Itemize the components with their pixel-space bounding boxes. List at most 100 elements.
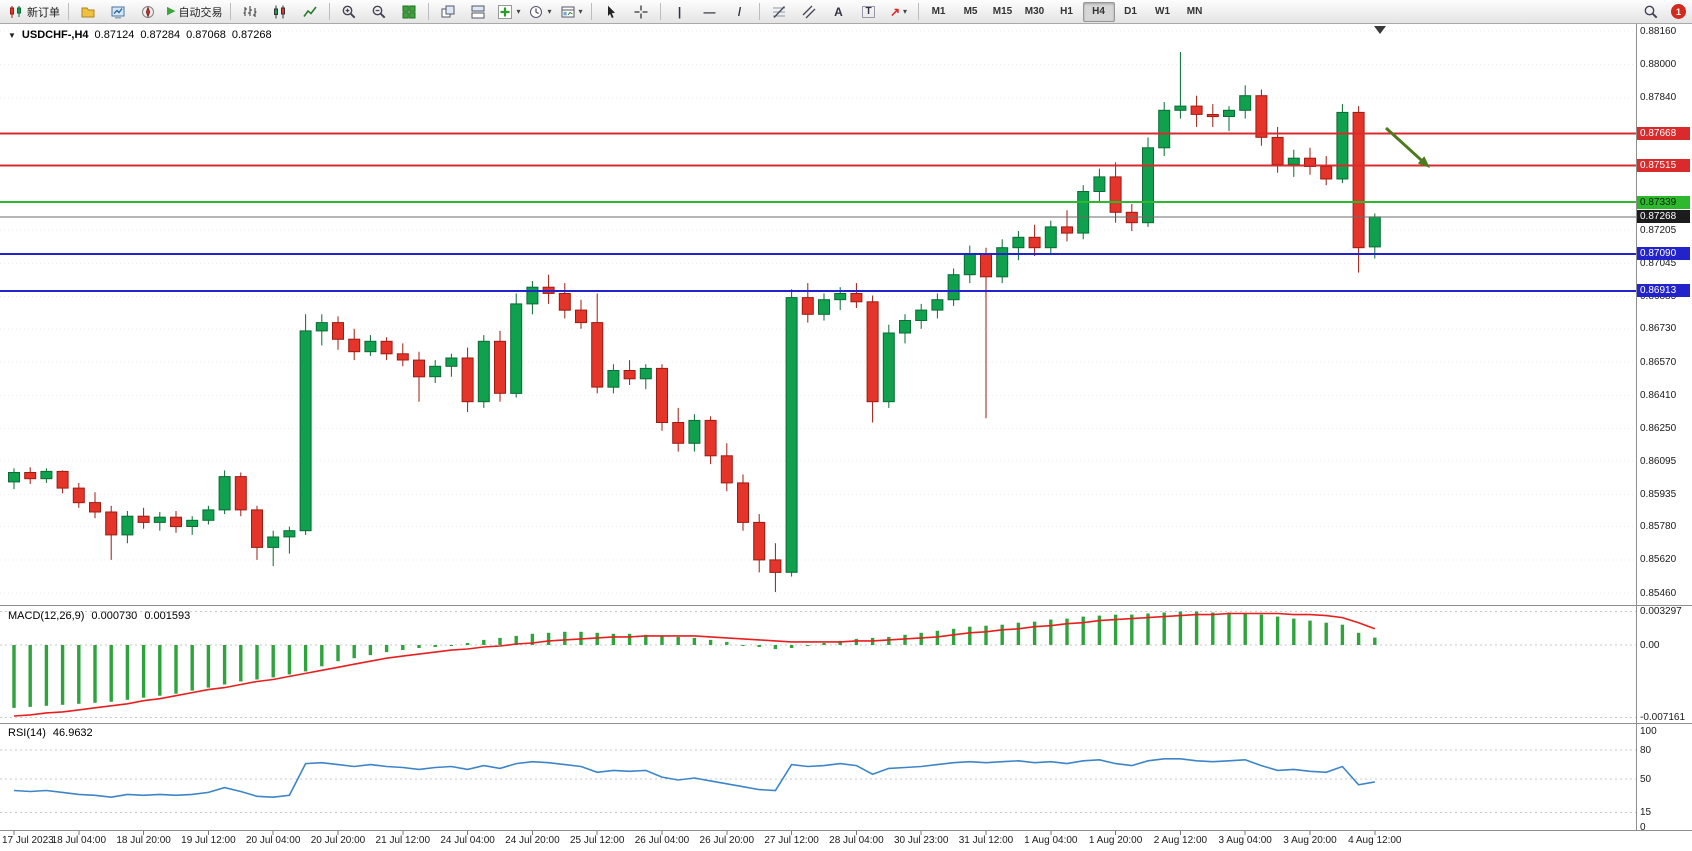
rsi-value: 46.9632 <box>52 727 93 739</box>
price-line-badge[interactable]: 0.87268 <box>1637 210 1690 224</box>
macd-signal-value: 0.001593 <box>144 610 191 622</box>
arrows-icon: ↗ <box>889 4 901 19</box>
line-chart-button[interactable] <box>295 1 325 23</box>
price-axis-label: 0.86095 <box>1640 455 1677 467</box>
toolbar: 新订单 ▶ 自动交易 <box>0 0 1692 24</box>
sell-arrow-annotation[interactable] <box>1384 126 1430 168</box>
time-axis-label: 28 Jul 04:00 <box>829 835 884 846</box>
time-axis-label: 18 Jul 04:00 <box>51 835 107 846</box>
timeframe-d1[interactable]: D1 <box>1124 6 1137 17</box>
search-button[interactable] <box>1636 1 1666 23</box>
toolbar-right-group: 1 <box>1636 1 1688 23</box>
indicators-button[interactable]: ▾ <box>493 1 524 23</box>
toolbar-separator <box>329 3 331 20</box>
crosshair-tool-button[interactable] <box>626 1 656 23</box>
templates-button[interactable]: ▾ <box>556 1 587 23</box>
fibonacci-icon <box>772 5 785 18</box>
periods-button[interactable]: ▾ <box>524 1 555 23</box>
price-axis-label: 0.86570 <box>1640 356 1677 368</box>
new-order-label: 新订单 <box>27 6 60 19</box>
time-axis-label: 17 Jul 2023 <box>2 835 54 846</box>
timeframe-mn[interactable]: MN <box>1186 6 1203 17</box>
profiles-button[interactable] <box>73 1 103 23</box>
candlestick-series <box>8 52 1381 593</box>
time-axis-label: 26 Jul 04:00 <box>634 835 690 846</box>
rsi-axis-label: 15 <box>1640 807 1652 819</box>
text-tool-button[interactable]: A <box>824 1 854 23</box>
price-axis-label: 0.87205 <box>1640 224 1677 236</box>
templates-icon <box>561 6 574 17</box>
time-axis-label: 3 Aug 20:00 <box>1283 835 1337 846</box>
text-label-tool-button[interactable]: T <box>854 1 884 23</box>
toolbar-separator <box>758 3 760 20</box>
price-axis-label: 0.87045 <box>1640 257 1677 269</box>
trendline-icon: / <box>737 4 742 19</box>
channel-tool-button[interactable] <box>794 1 824 23</box>
time-axis-label: 24 Jul 20:00 <box>505 835 560 846</box>
bar-chart-button[interactable] <box>235 1 265 23</box>
tile-windows-button[interactable] <box>394 1 424 23</box>
arrows-tool-button[interactable]: ↗ ▾ <box>884 1 914 23</box>
close-value: 0.87268 <box>231 29 272 41</box>
zoom-in-button[interactable] <box>334 1 364 23</box>
market-watch-button[interactable] <box>103 1 133 23</box>
price-line-badge[interactable]: 0.87339 <box>1637 195 1690 209</box>
price-line-badge[interactable]: 0.86913 <box>1637 284 1690 298</box>
cursor-tool-button[interactable] <box>596 1 626 23</box>
tile-windows-icon <box>402 5 416 18</box>
autotrading-button[interactable]: ▶ 自动交易 <box>163 1 226 23</box>
time-axis-label: 30 Jul 23:00 <box>893 835 949 846</box>
timeframe-m1[interactable]: M1 <box>931 6 946 17</box>
timeframe-m30[interactable]: M30 <box>1024 6 1045 17</box>
timeframe-m5[interactable]: M5 <box>963 6 978 17</box>
time-axis-label: 26 Jul 20:00 <box>699 835 755 846</box>
vertical-line-tool-button[interactable]: | <box>665 1 695 23</box>
navigator-icon <box>142 5 154 18</box>
price-line-badge[interactable]: 0.87668 <box>1637 127 1690 141</box>
chevron-down-icon: ▾ <box>903 6 908 16</box>
chart-shift-marker[interactable] <box>1374 26 1386 34</box>
timeframe-h1[interactable]: H1 <box>1060 6 1073 17</box>
time-axis-label: 27 Jul 12:00 <box>764 835 819 846</box>
price-axis-label: 0.85460 <box>1640 587 1677 599</box>
timeframe-w1[interactable]: W1 <box>1155 6 1171 17</box>
notification-badge[interactable]: 1 <box>1671 4 1686 19</box>
zoom-out-button[interactable] <box>364 1 394 23</box>
navigator-button[interactable] <box>133 1 163 23</box>
rsi-line <box>13 757 1375 799</box>
macd-pane-label: MACD(12,26,9) 0.000730 0.001593 <box>8 610 190 622</box>
cascade-windows-button[interactable] <box>433 1 463 23</box>
fibonacci-tool-button[interactable] <box>764 1 794 23</box>
zoom-out-icon <box>373 5 386 18</box>
macd-signal-line <box>13 612 1376 717</box>
candlestick-chart-icon <box>274 5 286 18</box>
candlestick-chart-button[interactable] <box>265 1 295 23</box>
text-tool-icon: A <box>834 4 843 19</box>
timeframe-h4[interactable]: H4 <box>1082 1 1115 22</box>
time-axis-label: 24 Jul 04:00 <box>440 835 495 846</box>
price-axis-label: 0.85780 <box>1640 521 1677 533</box>
periods-clock-icon <box>530 5 543 18</box>
tile-horizontal-icon <box>471 5 485 18</box>
new-order-icon <box>10 5 21 18</box>
rsi-axis-label: 100 <box>1640 725 1657 737</box>
horizontal-line-tool-button[interactable]: — <box>695 1 725 23</box>
price-line-badge[interactable]: 0.87515 <box>1637 159 1690 172</box>
new-order-button[interactable]: 新订单 <box>4 1 64 23</box>
time-axis-label: 18 Jul 20:00 <box>116 835 171 846</box>
trendline-tool-button[interactable]: / <box>725 1 755 23</box>
chevron-down-icon: ▾ <box>578 6 583 16</box>
tile-horizontal-button[interactable] <box>463 1 493 23</box>
price-line-badge[interactable]: 0.87090 <box>1637 247 1690 261</box>
timeframe-m15[interactable]: M15 <box>992 6 1013 17</box>
macd-axis-label: 0.00 <box>1640 639 1660 651</box>
time-axis-label: 21 Jul 12:00 <box>375 835 431 846</box>
open-value: 0.87124 <box>94 29 135 41</box>
time-axis-label: 4 Aug 12:00 <box>1348 835 1402 846</box>
collapse-arrow-icon[interactable]: ▼ <box>8 30 16 40</box>
chevron-down-icon: ▾ <box>516 6 521 16</box>
time-axis-label: 2 Aug 12:00 <box>1153 835 1208 846</box>
macd-axis-label: -0.007161 <box>1640 712 1686 724</box>
time-axis: 17 Jul 2023 18 Jul 04:00 18 Jul 20:00 19 Ju… <box>0 833 1692 851</box>
